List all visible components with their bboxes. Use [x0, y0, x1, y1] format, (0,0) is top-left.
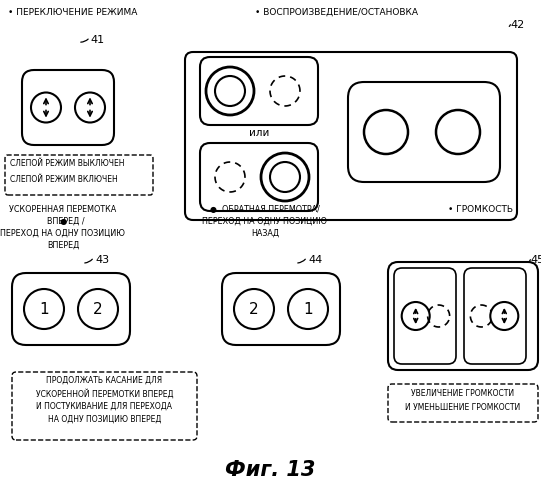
- Text: 1: 1: [303, 302, 313, 316]
- Text: 43: 43: [95, 255, 109, 265]
- Circle shape: [78, 289, 118, 329]
- Text: УСКОРЕННАЯ ПЕРЕМОТКА: УСКОРЕННАЯ ПЕРЕМОТКА: [9, 205, 117, 214]
- Text: И ПОСТУКИВАНИЕ ДЛЯ ПЕРЕХОДА: И ПОСТУКИВАНИЕ ДЛЯ ПЕРЕХОДА: [36, 402, 173, 411]
- Text: • ГРОМКОСТЬ: • ГРОМКОСТЬ: [448, 205, 513, 214]
- Text: ВПЕРЕД /: ВПЕРЕД /: [42, 217, 84, 226]
- FancyBboxPatch shape: [200, 57, 318, 125]
- Circle shape: [75, 92, 105, 122]
- FancyBboxPatch shape: [185, 52, 517, 220]
- Text: 44: 44: [308, 255, 322, 265]
- Circle shape: [234, 289, 274, 329]
- Text: 2: 2: [249, 302, 259, 316]
- FancyBboxPatch shape: [388, 384, 538, 422]
- FancyBboxPatch shape: [5, 155, 153, 195]
- Text: ●: ●: [60, 217, 67, 226]
- FancyBboxPatch shape: [222, 273, 340, 345]
- Text: ПРОДОЛЖАТЬ КАСАНИЕ ДЛЯ: ПРОДОЛЖАТЬ КАСАНИЕ ДЛЯ: [47, 376, 162, 385]
- Circle shape: [24, 289, 64, 329]
- Text: • ВОСПРОИЗВЕДЕНИЕ/ОСТАНОВКА: • ВОСПРОИЗВЕДЕНИЕ/ОСТАНОВКА: [255, 8, 418, 17]
- Text: ●  ОБРАТНАЯ ПЕРЕМОТРА/: ● ОБРАТНАЯ ПЕРЕМОТРА/: [210, 205, 320, 214]
- Circle shape: [490, 302, 518, 330]
- Text: СЛЕПОЙ РЕЖИМ ВЫКЛЮЧЕН: СЛЕПОЙ РЕЖИМ ВЫКЛЮЧЕН: [10, 159, 124, 168]
- Text: Фиг. 13: Фиг. 13: [225, 460, 315, 480]
- Text: НА ОДНУ ПОЗИЦИЮ ВПЕРЕД: НА ОДНУ ПОЗИЦИЮ ВПЕРЕД: [48, 415, 161, 424]
- Circle shape: [364, 110, 408, 154]
- Text: 2: 2: [93, 302, 103, 316]
- FancyBboxPatch shape: [394, 268, 456, 364]
- Text: 45: 45: [530, 255, 541, 265]
- FancyBboxPatch shape: [388, 262, 538, 370]
- Circle shape: [215, 76, 245, 106]
- Text: И УМЕНЬШЕНИЕ ГРОМКОСТИ: И УМЕНЬШЕНИЕ ГРОМКОСТИ: [405, 403, 520, 412]
- Circle shape: [261, 153, 309, 201]
- FancyBboxPatch shape: [22, 70, 114, 145]
- Circle shape: [288, 289, 328, 329]
- Text: УВЕЛИЧЕНИЕ ГРОМКОСТИ: УВЕЛИЧЕНИЕ ГРОМКОСТИ: [412, 389, 514, 398]
- FancyBboxPatch shape: [464, 268, 526, 364]
- Circle shape: [206, 67, 254, 115]
- FancyBboxPatch shape: [348, 82, 500, 182]
- Text: 42: 42: [510, 20, 524, 30]
- Text: СЛЕПОЙ РЕЖИМ ВКЛЮЧЕН: СЛЕПОЙ РЕЖИМ ВКЛЮЧЕН: [10, 175, 118, 184]
- FancyBboxPatch shape: [12, 372, 197, 440]
- Text: или: или: [249, 128, 269, 138]
- Circle shape: [402, 302, 430, 330]
- Circle shape: [436, 110, 480, 154]
- FancyBboxPatch shape: [12, 273, 130, 345]
- Text: 41: 41: [90, 35, 104, 45]
- Text: ВПЕРЕД: ВПЕРЕД: [47, 241, 79, 250]
- FancyBboxPatch shape: [200, 143, 318, 211]
- Text: ПЕРЕХОД НА ОДНУ ПОЗИЦИЮ: ПЕРЕХОД НА ОДНУ ПОЗИЦИЮ: [202, 217, 327, 226]
- Text: 1: 1: [39, 302, 49, 316]
- Text: НАЗАД: НАЗАД: [251, 229, 279, 238]
- Text: • ПЕРЕКЛЮЧЕНИЕ РЕЖИМА: • ПЕРЕКЛЮЧЕНИЕ РЕЖИМА: [8, 8, 137, 17]
- Text: УСКОРЕННОЙ ПЕРЕМОТКИ ВПЕРЕД: УСКОРЕННОЙ ПЕРЕМОТКИ ВПЕРЕД: [36, 389, 173, 399]
- Circle shape: [31, 92, 61, 122]
- Circle shape: [270, 162, 300, 192]
- Text: ПЕРЕХОД НА ОДНУ ПОЗИЦИЮ: ПЕРЕХОД НА ОДНУ ПОЗИЦИЮ: [1, 229, 126, 238]
